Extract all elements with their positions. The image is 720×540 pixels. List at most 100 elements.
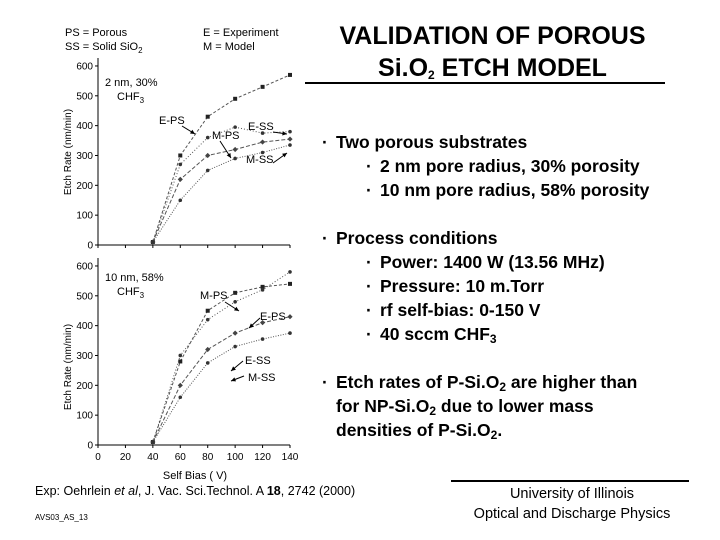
top-ann-e-ss: E-SS (248, 121, 274, 133)
annotation-arrow-head (249, 323, 254, 328)
bottom-y-tick-label: 500 (76, 291, 93, 302)
bottom-series-line (152, 271, 291, 443)
bottom-data-point (288, 281, 292, 286)
bullet-text-l1: Etch rates of P-Si.O (336, 372, 500, 392)
bottom-ann-e-ss: E-SS (245, 355, 271, 367)
top-ann-m-ss: M-SS (246, 154, 274, 166)
svg-text:M-PS: M-PS (212, 130, 240, 142)
reference: Exp: Oehrlein et al, J. Vac. Sci.Technol… (35, 484, 355, 498)
top-data-point (232, 146, 238, 153)
top-series-line (152, 138, 291, 243)
bottom-data-point (151, 440, 155, 444)
bullet-process: · Process conditions (322, 226, 497, 251)
top-data-point (178, 198, 183, 203)
top-panel: PS = Porous SS = Solid SiO2 E = Experime… (63, 27, 279, 195)
bottom-data-point (233, 299, 237, 304)
bullet-text-l3: densities of P-Si.O (336, 420, 491, 440)
top-y-tick-label: 100 (76, 211, 93, 222)
top-data-point (287, 136, 293, 142)
annotation-arrow-head (231, 366, 236, 371)
bullet-conclusion-line3: densities of P-Si.O2. (336, 418, 502, 443)
bottom-series-line (152, 316, 291, 443)
top-y-tick-label: 0 (87, 241, 93, 252)
bullet-dot: · (366, 156, 372, 176)
title-underline (305, 82, 665, 84)
bottom-condition-line2: CHF3 (117, 286, 145, 300)
bottom-data-point (205, 361, 210, 365)
svg-text:E-SS: E-SS (245, 355, 271, 367)
top-data-point (233, 96, 238, 101)
svg-text:M-PS: M-PS (200, 290, 228, 302)
bottom-data-point (260, 337, 265, 341)
top-y-tick-label: 500 (76, 91, 93, 102)
bullet-text: 10 nm pore radius, 58% porosity (380, 180, 650, 200)
bottom-ann-e-ps: E-PS (260, 311, 286, 323)
title-sub-2: 2 (428, 68, 435, 82)
slide-title: VALIDATION OF POROUS Si.O2 ETCH MODEL (305, 20, 680, 84)
top-ann-m-ps: M-PS (212, 130, 240, 142)
top-data-point (288, 143, 292, 147)
sub-bullet-power: · Power: 1400 W (13.56 MHz) (366, 250, 605, 275)
top-data-point (178, 162, 183, 167)
bullet-dot: · (366, 252, 372, 272)
bullet-text: Two porous substrates (336, 132, 528, 152)
top-ann-e-ps: E-PS (159, 115, 185, 127)
bullet-dot: · (322, 372, 328, 392)
top-data-point (260, 84, 265, 89)
sub-bullet-bias: · rf self-bias: 0-150 V (366, 298, 540, 323)
ref-prefix: Exp: Oehrlein (35, 484, 115, 498)
bottom-condition-line1: 10 nm, 58% (105, 272, 164, 284)
affiliation: University of Illinois Optical and Disch… (447, 485, 697, 524)
top-data-point (259, 139, 266, 145)
bottom-y-tick-label: 400 (76, 321, 93, 332)
annotation-arrow-head (282, 153, 287, 158)
x-tick-label: 40 (147, 452, 159, 463)
bullet-text: Process conditions (336, 228, 498, 248)
ref-rest: , 2742 (2000) (280, 484, 356, 498)
title-line-1: VALIDATION OF POROUS (339, 22, 646, 50)
legend-model: M = Model (203, 41, 255, 53)
bottom-ann-m-ss: M-SS (248, 372, 276, 384)
footer-rule (451, 480, 689, 482)
svg-text:M-SS: M-SS (246, 154, 274, 166)
annotation-arrow-head (234, 306, 239, 311)
top-data-point (288, 72, 292, 77)
top-series-line (152, 74, 291, 243)
title-line-2: Si.O2 ETCH MODEL (305, 52, 680, 84)
top-data-point (260, 150, 265, 155)
bottom-data-point (205, 317, 210, 322)
top-data-point (260, 131, 265, 135)
bullet-dot: · (366, 300, 372, 320)
top-data-point (233, 125, 237, 129)
bullet-dot: · (322, 228, 328, 248)
bullet-text-l2: for NP-Si.O (336, 396, 430, 416)
top-data-point (205, 114, 210, 119)
ref-volume: 18 (266, 484, 281, 498)
sub-bullet-pressure: · Pressure: 10 m.Torr (366, 274, 544, 299)
bullet-text-l2b: due to lower mass (436, 396, 594, 416)
bottom-panel: 10 nm, 58% CHF3 Etch Rate (nm/min) Self … (63, 272, 286, 482)
bottom-y-tick-label: 100 (76, 411, 93, 422)
chf-sub: 3 (489, 332, 497, 346)
affiliation-university: University of Illinois (509, 486, 635, 502)
ref-mid: , J. Vac. Sci.Technol. A (137, 484, 267, 498)
bottom-data-point (178, 359, 183, 364)
bottom-y-tick-label: 200 (76, 381, 93, 392)
top-condition-line1: 2 nm, 30% (105, 77, 158, 89)
bullet-dot: · (366, 180, 372, 200)
x-tick-label: 100 (227, 452, 244, 463)
slide-id: AVS03_AS_13 (35, 513, 88, 522)
x-tick-label: 140 (282, 452, 299, 463)
bottom-series-line (152, 283, 291, 443)
svg-text:M-SS: M-SS (248, 372, 276, 384)
sio-sub: 2 (429, 404, 437, 418)
sub-bullet-2nm: · 2 nm pore radius, 30% porosity (366, 154, 640, 179)
annotation-arrow-head (282, 131, 287, 136)
bottom-data-point (233, 344, 237, 349)
bottom-data-point (178, 353, 183, 358)
bullet-text-l1b: are higher than (506, 372, 638, 392)
top-plot-area: 0 100 200 300 400 500 600 (76, 58, 293, 252)
annotation-arrow-head (190, 129, 195, 134)
bullet-dot: · (366, 276, 372, 296)
x-tick-label: 20 (120, 452, 132, 463)
